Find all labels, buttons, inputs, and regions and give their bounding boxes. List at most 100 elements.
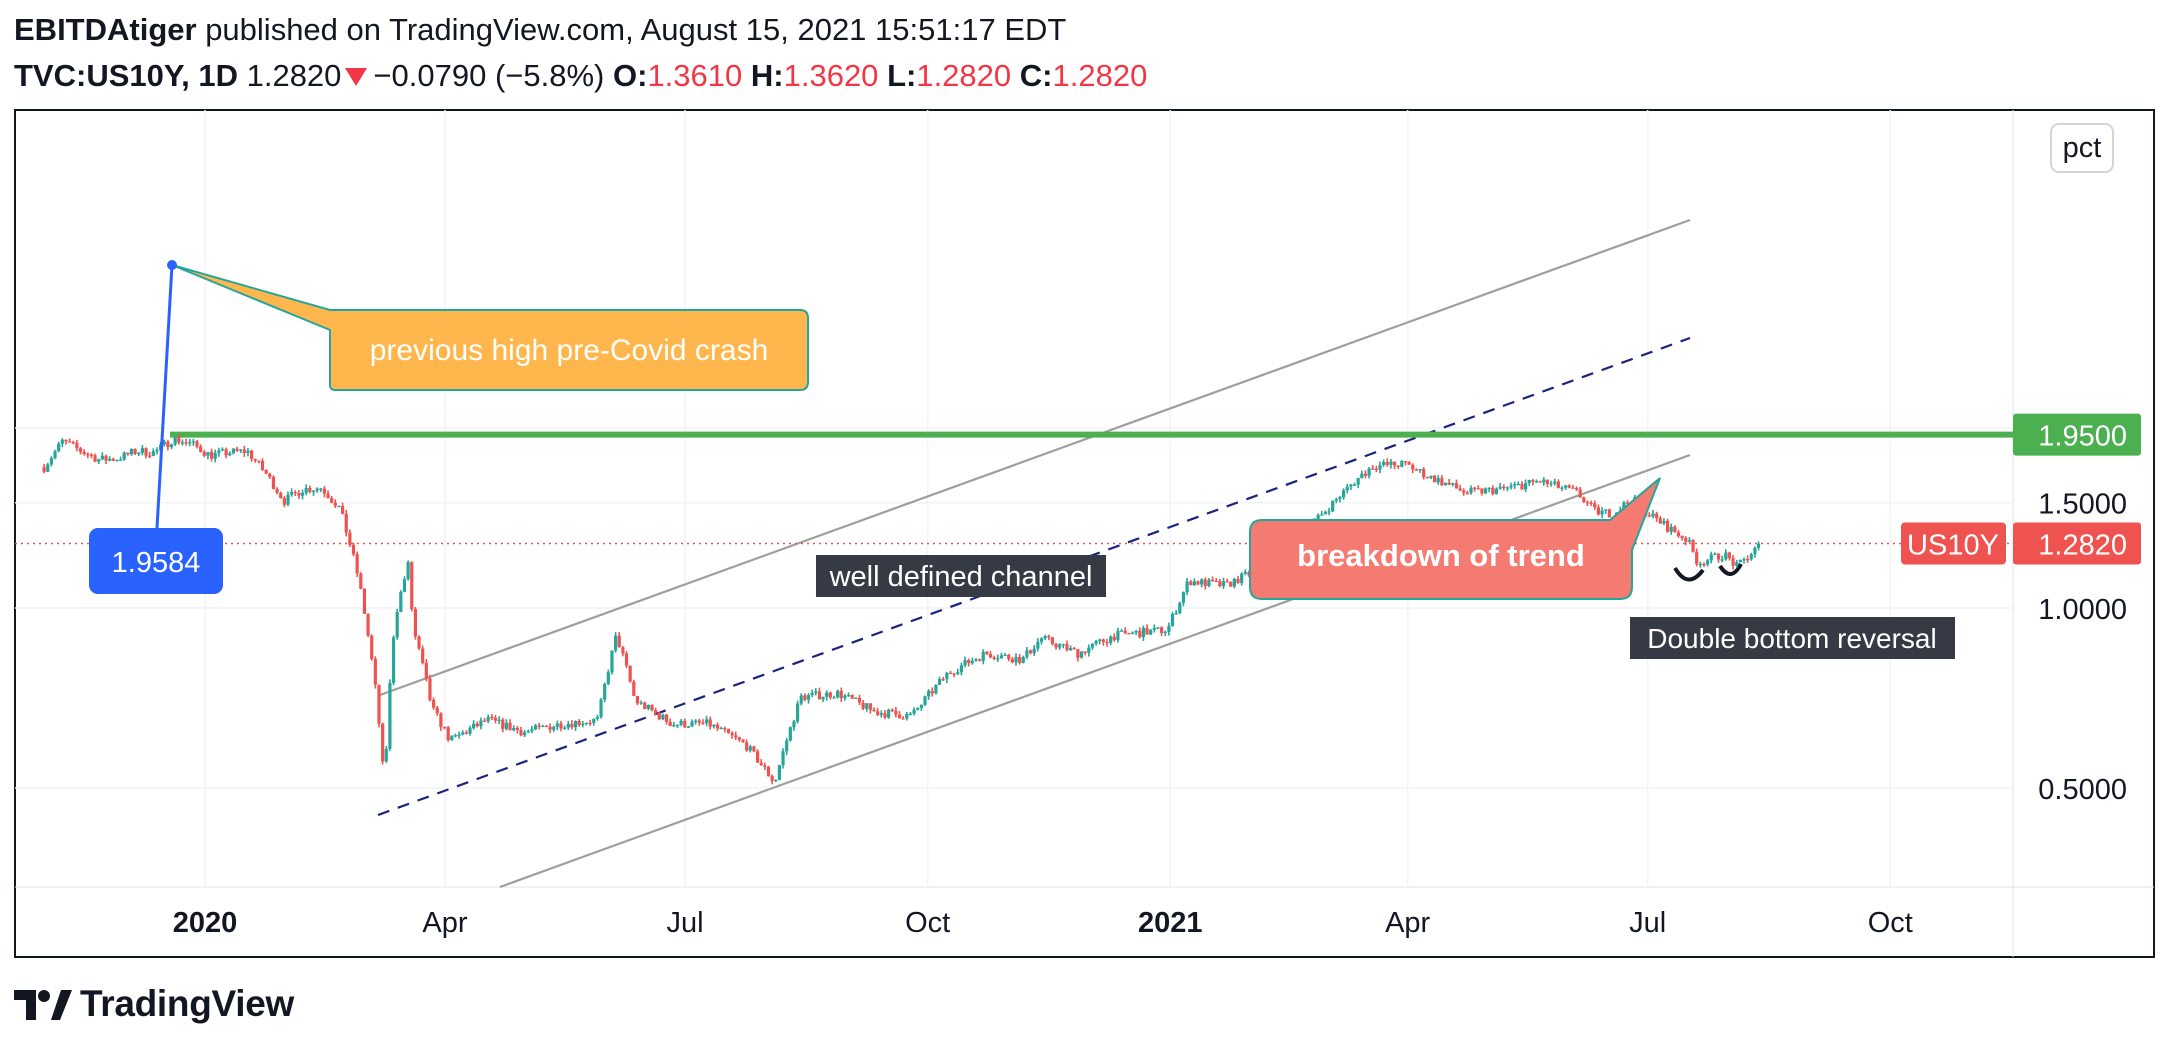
candle-body — [737, 737, 741, 740]
time-axis[interactable]: 2020 Apr Jul Oct 2021 Apr Jul Oct — [173, 907, 1913, 939]
candle-body — [490, 716, 494, 719]
candle-body — [344, 513, 348, 533]
candle-body — [894, 710, 898, 715]
candle-body — [144, 448, 148, 456]
candle-body — [180, 442, 185, 444]
candle-body — [934, 684, 938, 694]
candle-body — [1036, 641, 1040, 649]
candle-body — [559, 723, 563, 729]
candle-body — [1134, 630, 1138, 633]
candle-body — [530, 729, 534, 732]
candle-body — [763, 765, 767, 767]
candle-body — [1556, 481, 1560, 488]
candle-body — [457, 734, 461, 736]
high-point-marker[interactable] — [167, 260, 177, 270]
price-tick-label: 0.5000 — [2038, 774, 2127, 806]
candle-body — [635, 695, 640, 704]
candle-body — [577, 721, 581, 725]
candle-body — [260, 460, 265, 470]
bottom-arc-2[interactable] — [1718, 563, 1743, 576]
candle-body — [814, 691, 818, 693]
candle-body — [1345, 486, 1349, 491]
candle-body — [734, 735, 738, 738]
tradingview-logo[interactable]: TradingView — [14, 982, 294, 1026]
candle-body — [228, 453, 232, 456]
candle-body — [1028, 650, 1033, 654]
candle-body — [1553, 481, 1557, 484]
chart-overlays[interactable]: previous high pre-Covid crash 1.9584 well … — [89, 123, 2141, 659]
candle-body — [1469, 487, 1473, 493]
candle-body — [621, 647, 625, 654]
price-tick-label: 1.5000 — [2038, 489, 2127, 521]
time-tick-label: Oct — [1868, 907, 1913, 939]
candle-body — [679, 720, 683, 725]
candle-body — [1232, 578, 1237, 587]
candle-body — [1480, 488, 1484, 494]
high-value-label: 1.9584 — [112, 547, 201, 579]
candle-body — [1727, 552, 1732, 559]
candle-body — [82, 451, 86, 455]
candle-body — [377, 684, 381, 724]
last-price-tag — [2013, 522, 2141, 565]
candle-body — [1658, 518, 1662, 524]
candle-body — [1433, 475, 1437, 483]
callout-blue-shape[interactable] — [89, 528, 223, 594]
candle-body — [479, 720, 483, 727]
candle-body — [366, 613, 370, 636]
candle-body — [1342, 490, 1346, 498]
candle-body — [177, 436, 181, 443]
candle-body — [235, 448, 239, 451]
candle-body — [97, 459, 101, 462]
candle-body — [1025, 650, 1029, 658]
candle-body — [1411, 464, 1415, 470]
candle-body — [1032, 648, 1036, 654]
channel-upper-line[interactable] — [379, 218, 1691, 697]
candle-body — [988, 654, 993, 658]
trend-drawings[interactable] — [15, 218, 2013, 889]
candle-body — [370, 635, 374, 659]
candle-body — [1604, 509, 1608, 511]
candle-body — [730, 732, 734, 736]
candle-body — [1236, 578, 1240, 584]
candle-body — [1225, 581, 1229, 583]
candle-body — [508, 722, 512, 731]
candle-body — [752, 746, 756, 752]
candle-body — [555, 723, 559, 727]
candle-body — [544, 725, 549, 728]
callout-orange-shape[interactable] — [171, 264, 809, 391]
candle-body — [57, 443, 61, 452]
candle-body — [1196, 581, 1200, 585]
candle-body — [439, 713, 443, 728]
scale-pct-button[interactable] — [2050, 123, 2114, 173]
candle-body — [242, 449, 246, 454]
series-name-tag — [1901, 522, 2006, 565]
callout-red-shape[interactable] — [1249, 477, 1661, 600]
candle-body — [603, 683, 607, 700]
candle-body — [1564, 485, 1568, 488]
candle-body — [1152, 627, 1156, 630]
candle-body — [1534, 481, 1539, 483]
candle-body — [788, 727, 792, 741]
candle-body — [1738, 559, 1742, 563]
candle-body — [526, 731, 530, 733]
candle-body — [297, 492, 301, 496]
candle-body — [1418, 469, 1422, 471]
candle-body — [359, 573, 363, 589]
candle-body — [1189, 581, 1193, 586]
candle-body — [803, 695, 807, 700]
candle-body — [705, 719, 709, 724]
candle-body — [268, 473, 272, 477]
candle-body — [1509, 485, 1513, 488]
candle-body — [766, 766, 771, 777]
author-name[interactable]: EBITDAtiger — [14, 12, 197, 47]
candle-body — [1382, 461, 1386, 465]
candle-body — [799, 695, 803, 704]
bottom-arc-1[interactable] — [1673, 566, 1705, 582]
candle-body — [879, 713, 883, 715]
candle-body — [861, 702, 865, 709]
candle-body — [217, 450, 221, 453]
candle-body — [108, 458, 112, 461]
candle-body — [399, 591, 403, 612]
candle-body — [308, 487, 312, 492]
